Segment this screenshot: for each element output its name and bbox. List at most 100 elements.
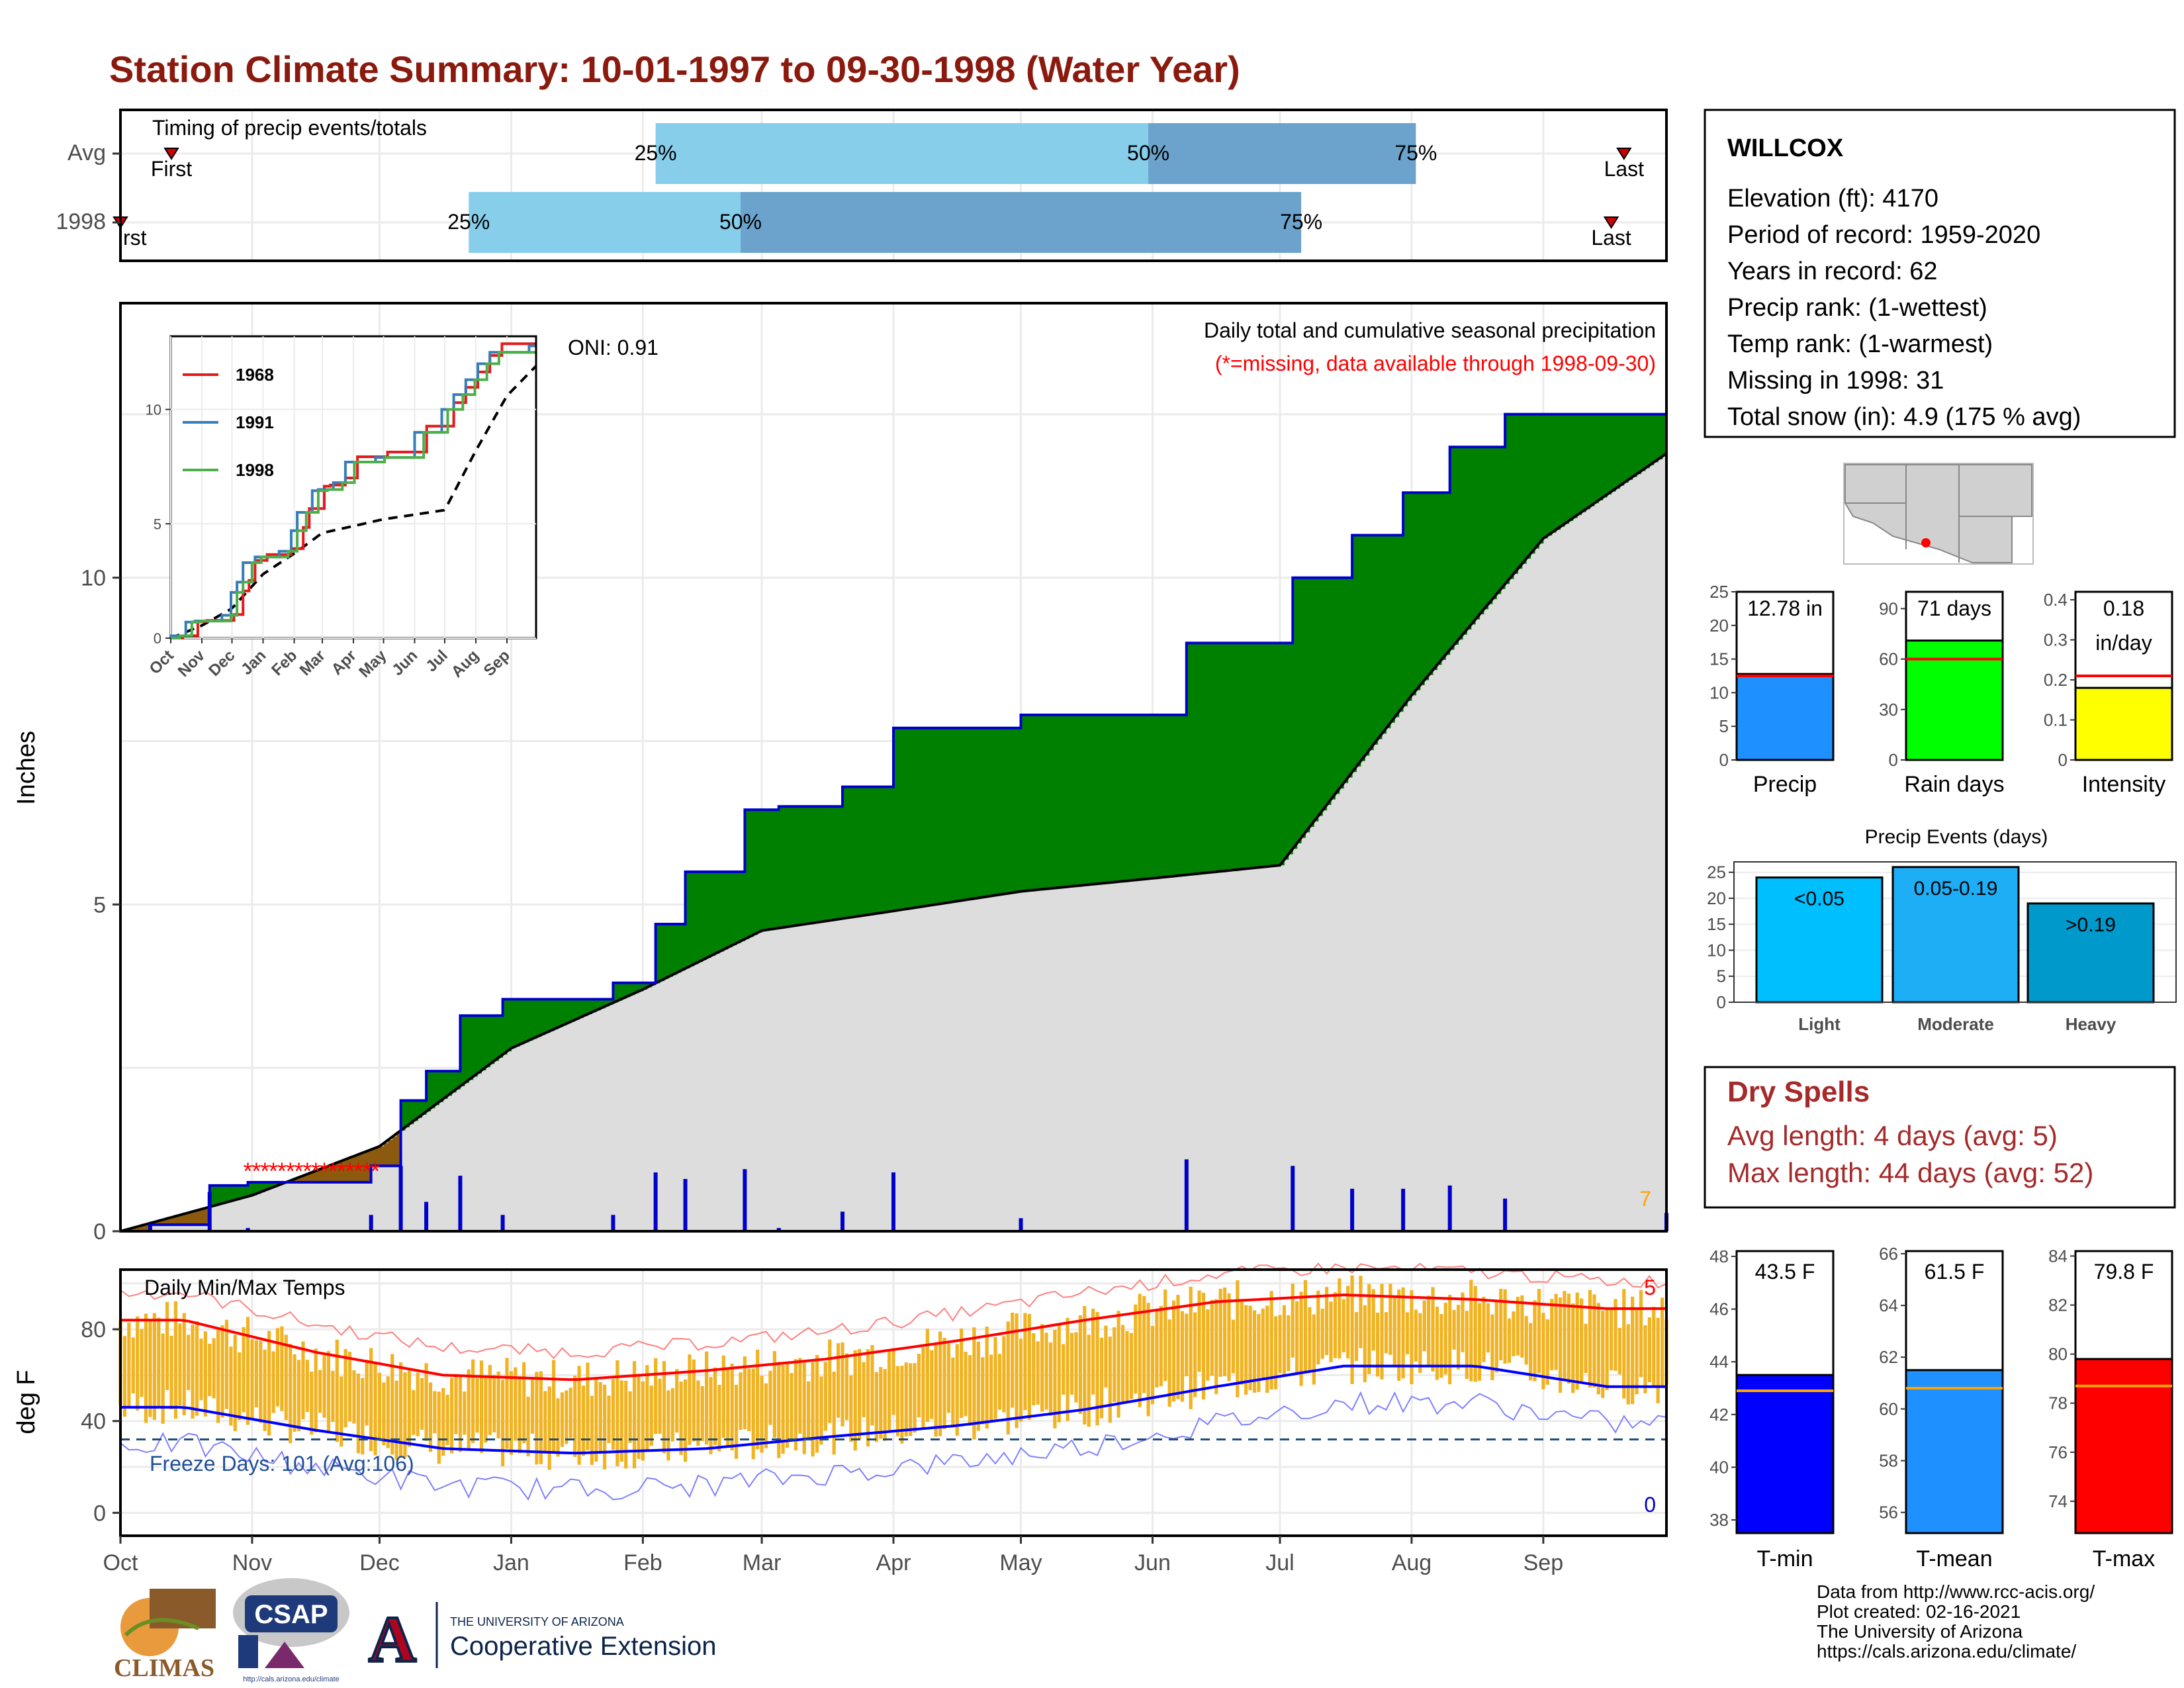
daily-precip-bar <box>246 1228 250 1231</box>
daily-temp-bar <box>335 1339 339 1442</box>
temp-stat-name-label: T-min <box>1757 1546 1813 1571</box>
daily-temp-bar <box>705 1351 709 1445</box>
daily-temp-bar <box>832 1372 836 1455</box>
daily-temp-bar <box>1002 1336 1006 1413</box>
station-line-1: Period of record: 1959-2020 <box>1727 221 2040 249</box>
ua-logo: A THE UNIVERSITY OF ARIZONA Cooperative … <box>363 1601 716 1677</box>
inset-ytick-label: 10 <box>146 402 161 418</box>
daily-temp-bar <box>858 1348 862 1439</box>
daily-temp-bar <box>594 1379 598 1462</box>
stat-bar-rain-days <box>1905 639 2004 761</box>
daily-temp-bar <box>224 1319 229 1409</box>
daily-temp-bar <box>938 1331 942 1436</box>
events-title: Precip Events (days) <box>1865 826 2048 848</box>
daily-temp-bar <box>709 1377 713 1454</box>
daily-temp-bar <box>1032 1333 1036 1405</box>
month-tick-label: Aug <box>1392 1550 1432 1575</box>
daily-temp-bar <box>1142 1295 1146 1393</box>
daily-temp-bar <box>1427 1295 1431 1366</box>
daily-temp-bar <box>981 1357 985 1425</box>
daily-temp-bar <box>883 1369 887 1441</box>
daily-temp-bar <box>356 1373 360 1454</box>
last-event-label: Last <box>1604 157 1645 181</box>
daily-temp-bar <box>195 1321 199 1416</box>
daily-temp-bar <box>870 1344 874 1426</box>
csap-wordmark: CSAP <box>254 1600 328 1629</box>
temp-stat-ytick-label: 46 <box>1709 1299 1729 1319</box>
daily-temp-bar <box>581 1385 586 1456</box>
daily-temp-bar <box>1159 1305 1163 1387</box>
ua-small-text: THE UNIVERSITY OF ARIZONA <box>450 1615 624 1628</box>
daily-temp-bar <box>946 1343 951 1413</box>
stat-bar-intensity <box>2074 686 2173 761</box>
daily-temp-bar <box>246 1317 250 1425</box>
daily-temp-bar <box>271 1351 275 1413</box>
daily-temp-bar <box>1346 1286 1350 1359</box>
daily-temp-bar <box>1189 1286 1193 1410</box>
daily-temp-bar <box>1490 1314 1494 1380</box>
daily-temp-bar <box>670 1387 674 1442</box>
daily-temp-bar <box>1185 1313 1189 1377</box>
daily-temp-bar <box>1401 1287 1405 1379</box>
daily-temp-bar <box>340 1376 343 1447</box>
stat-ytick-label: 10 <box>1709 682 1729 702</box>
temp-stat-ytick-label: 80 <box>2048 1344 2068 1364</box>
daily-temp-bar <box>314 1348 318 1432</box>
daily-temp-bar <box>1482 1297 1486 1362</box>
daily-temp-bar <box>229 1346 233 1426</box>
daily-temp-bar <box>178 1323 182 1406</box>
stat-bar-precip <box>1735 673 1835 761</box>
temp-stat-bar-t-mean <box>1905 1369 2004 1534</box>
climas-wordmark: CLIMAS <box>114 1654 214 1682</box>
missing-marker: * <box>295 1157 304 1184</box>
daily-temp-bar <box>492 1375 496 1432</box>
stat-ytick-label: 0 <box>1889 750 1898 770</box>
daily-temp-bar <box>866 1349 870 1447</box>
temp-ytick-label: 80 <box>81 1317 106 1342</box>
daily-temp-bar <box>1461 1292 1465 1352</box>
stat-bars: 0 5 10 15 20 25 12.78 in Precip 0 30 60 90 71 days Ra… <box>1709 582 2173 797</box>
daily-temp-bar <box>1044 1333 1048 1410</box>
daily-temp-bar <box>293 1354 296 1432</box>
daily-temp-bar <box>259 1340 263 1423</box>
station-line-3: Precip rank: (1-wettest) <box>1727 294 1987 322</box>
daily-temp-bar <box>1410 1290 1414 1385</box>
timing-label-75: 75% <box>1394 141 1437 165</box>
daily-temp-bar <box>539 1371 543 1464</box>
daily-temp-bar <box>1019 1338 1023 1422</box>
daily-temp-bar <box>386 1376 390 1448</box>
daily-temp-bar <box>683 1379 688 1462</box>
station-line-6: Total snow (in): 4.9 (175 % avg) <box>1727 403 2081 431</box>
daily-temp-bar <box>488 1364 492 1435</box>
events-category-label: Heavy <box>2066 1014 2116 1034</box>
daily-temp-bar <box>390 1354 394 1455</box>
temp-stat-bars: 38 40 42 44 46 48 43.5 F T-min 56 58 60 62 64 66 61.5 … <box>1709 1244 2173 1571</box>
daily-precip-bar <box>398 1166 403 1231</box>
daily-temp-bar <box>522 1362 526 1444</box>
inset-ytick-label: 5 <box>154 516 161 532</box>
events-bar-label: >0.19 <box>2066 914 2116 936</box>
daily-temp-bar <box>1324 1287 1329 1356</box>
daily-temp-bar <box>721 1355 725 1438</box>
daily-temp-bar <box>475 1378 479 1433</box>
daily-temp-bar <box>365 1360 369 1426</box>
first-event-label: First <box>151 157 192 181</box>
daily-temp-bar <box>909 1363 913 1436</box>
daily-temp-bar <box>1563 1291 1567 1380</box>
temp-stat-ytick-label: 84 <box>2048 1246 2068 1266</box>
page-title: Station Climate Summary: 10-01-1997 to 0… <box>109 48 1240 90</box>
daily-precip-bar <box>1350 1188 1355 1231</box>
daily-temp-bar <box>1291 1284 1295 1358</box>
daily-temp-bar <box>144 1313 148 1423</box>
daily-temp-bar <box>505 1358 509 1449</box>
precip-corner-count: 7 <box>1639 1187 1651 1211</box>
timing-label-50: 50% <box>719 210 762 234</box>
daily-precip-bar <box>1401 1188 1406 1231</box>
daily-precip-bar <box>1447 1185 1452 1231</box>
daily-temp-bar <box>1448 1295 1452 1385</box>
temp-stat-ytick-label: 82 <box>2048 1295 2068 1315</box>
daily-temp-bar <box>1529 1323 1533 1381</box>
daily-temp-bar <box>1418 1313 1422 1374</box>
stat-name-label: Precip <box>1753 772 1817 797</box>
daily-temp-bar <box>1069 1333 1074 1395</box>
